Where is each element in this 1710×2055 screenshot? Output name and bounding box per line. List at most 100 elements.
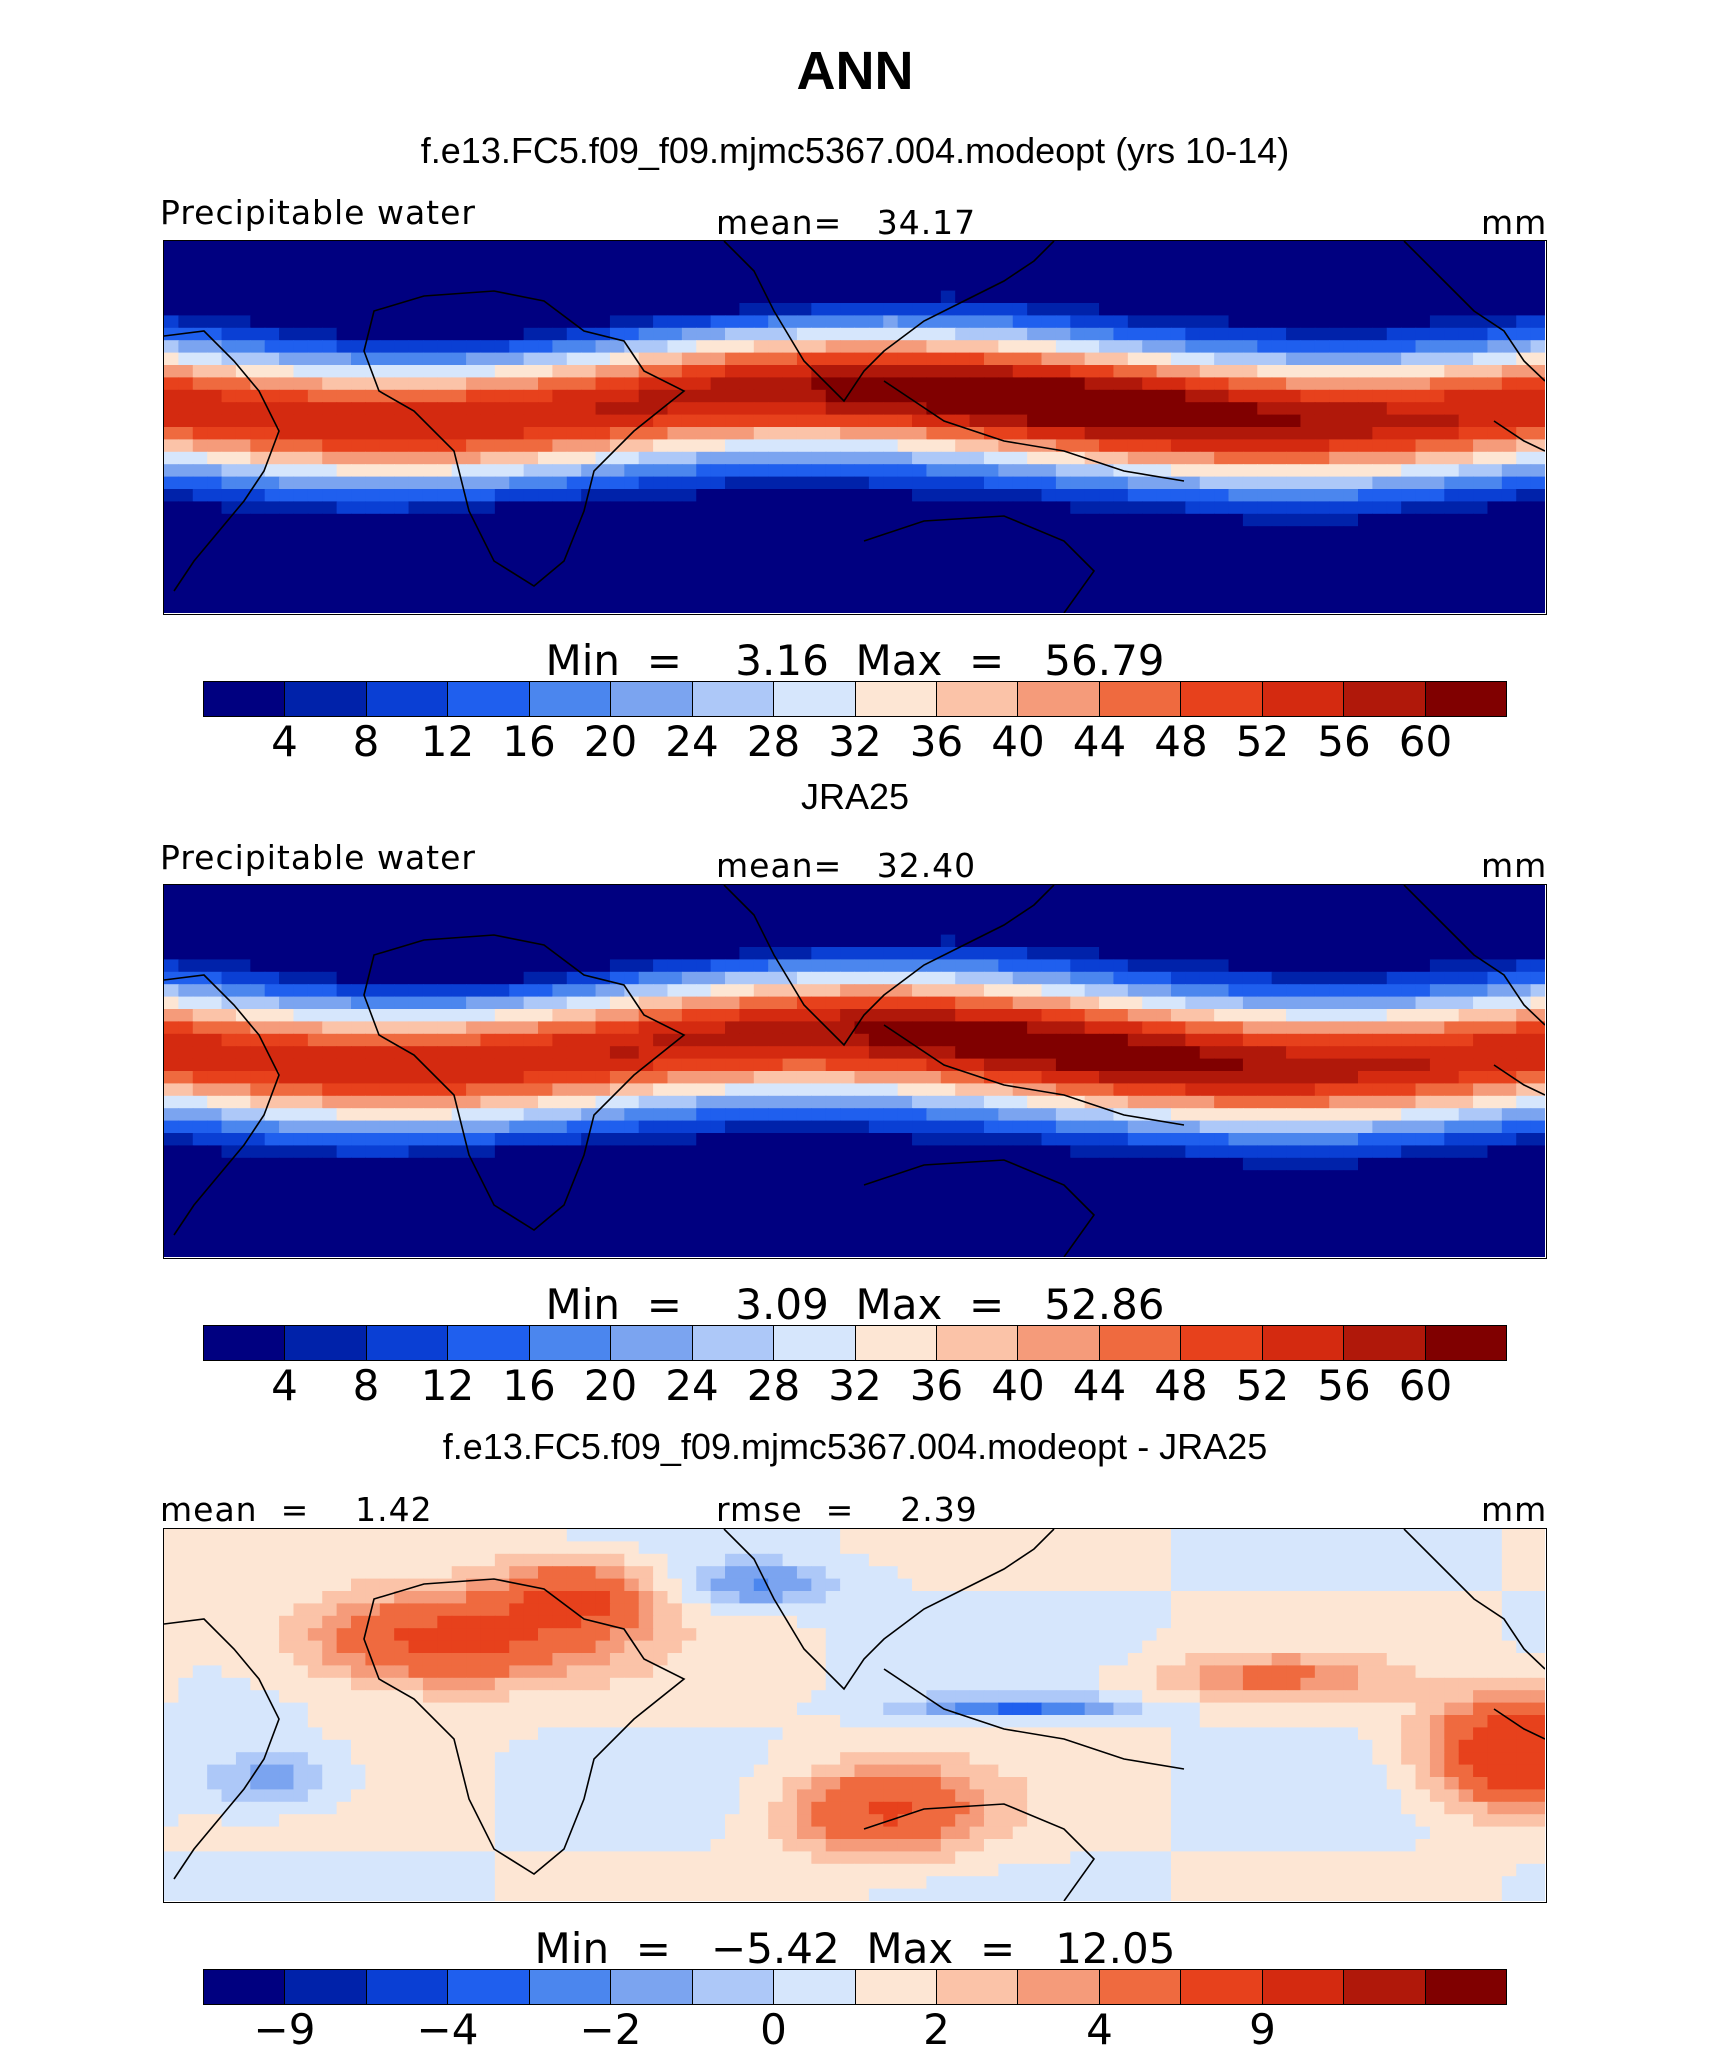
colorbar-tick-label: 12 [420, 717, 475, 766]
colorbar-swatch [1262, 682, 1345, 716]
colorbar-swatch [1344, 1326, 1426, 1360]
colorbar-swatch [855, 1970, 937, 2004]
colorbar-tick-label: 60 [1398, 1361, 1453, 1410]
colorbar-swatch [529, 1326, 612, 1360]
panel-3-minmax: Min = −5.42 Max = 12.05 [534, 1924, 1176, 1973]
colorbar-tick-label: −4 [416, 2005, 479, 2054]
colorbar-tick-label: 4 [271, 717, 298, 766]
panel-3-map [163, 1528, 1547, 1903]
colorbar-swatch [366, 1326, 449, 1360]
colorbar-tick-label: 16 [502, 717, 556, 766]
colorbar-swatch [1018, 1970, 1100, 2004]
colorbar-swatch [855, 682, 937, 716]
colorbar-swatch [204, 682, 286, 716]
panel-3-title: f.e13.FC5.f09_f09.mjmc5367.004.modeopt -… [442, 1426, 1268, 1467]
colorbar-tick-label: 28 [746, 1361, 801, 1410]
colorbar-tick-label: 4 [271, 1361, 298, 1410]
colorbar-tick-label: 48 [1154, 717, 1208, 766]
colorbar-swatch [285, 682, 367, 716]
panel-2-units-label: mm [1481, 846, 1548, 885]
panel-1-minmax: Min = 3.16 Max = 56.79 [545, 636, 1165, 685]
colorbar-tick-label: 9 [1249, 2005, 1276, 2054]
colorbar-swatch [1018, 1326, 1100, 1360]
panel-1-colorbar-ticks: 4 8 12 16 20 24 28 32 36 40 44 48 52 56 60 [203, 717, 1507, 767]
panel-1-units-label: mm [1481, 203, 1548, 242]
colorbar-swatch [1181, 1326, 1263, 1360]
colorbar-tick-label: 24 [665, 717, 719, 766]
colorbar-swatch [204, 1970, 286, 2004]
main-title: ANN [796, 41, 914, 101]
colorbar-tick-label: 52 [1235, 1361, 1290, 1410]
colorbar-swatch [1099, 1970, 1182, 2004]
panel-2-colorbar [203, 1325, 1507, 1361]
colorbar-tick-label: 20 [583, 1361, 638, 1410]
colorbar-swatch [204, 1326, 286, 1360]
colorbar-swatch [1425, 1970, 1506, 2004]
colorbar-swatch [611, 1970, 693, 2004]
panel-3-colorbar [203, 1969, 1507, 2005]
colorbar-swatch [774, 1970, 856, 2004]
panel-3-colorbar-ticks: −9 −4 −2 0 2 4 9 [203, 2005, 1507, 2055]
colorbar-tick-label: 44 [1072, 717, 1127, 766]
colorbar-tick-label: 32 [828, 1361, 882, 1410]
panel-2-title: JRA25 [800, 776, 910, 817]
colorbar-swatch [366, 682, 449, 716]
colorbar-swatch [285, 1326, 367, 1360]
panel-1-title: f.e13.FC5.f09_f09.mjmc5367.004.modeopt (… [420, 130, 1290, 171]
panel-2-map [163, 884, 1547, 1259]
colorbar-swatch [448, 1326, 530, 1360]
colorbar-swatch [1099, 1326, 1182, 1360]
panel-1-colorbar [203, 681, 1507, 717]
colorbar-swatch [1181, 682, 1263, 716]
colorbar-swatch [366, 1970, 449, 2004]
panel-2-colorbar-ticks: 4 8 12 16 20 24 28 32 36 40 44 48 52 56 60 [203, 1361, 1507, 1411]
colorbar-swatch [936, 1326, 1019, 1360]
colorbar-swatch [1344, 682, 1426, 716]
panel-2-mean-label: mean= 32.40 [716, 846, 977, 885]
colorbar-tick-label: −2 [579, 2005, 642, 2054]
colorbar-tick-label: 48 [1154, 1361, 1208, 1410]
panel-2-minmax: Min = 3.09 Max = 52.86 [545, 1280, 1165, 1329]
colorbar-tick-label: 40 [991, 717, 1045, 766]
panel-3-mean-label: mean = 1.42 [160, 1490, 433, 1529]
colorbar-tick-label: 36 [909, 717, 964, 766]
colorbar-tick-label: 32 [828, 717, 882, 766]
colorbar-swatch [611, 682, 693, 716]
colorbar-tick-label: 60 [1398, 717, 1453, 766]
panel-3-rmse-label: rmse = 2.39 [716, 1490, 978, 1529]
colorbar-swatch [692, 1970, 775, 2004]
colorbar-swatch [1344, 1970, 1426, 2004]
colorbar-swatch [285, 1970, 367, 2004]
colorbar-swatch [936, 682, 1019, 716]
colorbar-swatch [1262, 1970, 1345, 2004]
colorbar-swatch [1018, 682, 1100, 716]
colorbar-tick-label: 12 [420, 1361, 475, 1410]
colorbar-swatch [692, 682, 775, 716]
colorbar-swatch [1262, 1326, 1345, 1360]
colorbar-swatch [855, 1326, 937, 1360]
colorbar-tick-label: 28 [746, 717, 801, 766]
colorbar-tick-label: 16 [502, 1361, 556, 1410]
colorbar-swatch [1181, 1970, 1263, 2004]
colorbar-tick-label: 52 [1235, 717, 1290, 766]
colorbar-tick-label: 44 [1072, 1361, 1127, 1410]
colorbar-tick-label: 0 [760, 2005, 787, 2054]
colorbar-tick-label: 8 [352, 1361, 380, 1410]
panel-3-units-label: mm [1481, 1490, 1548, 1529]
colorbar-tick-label: 4 [1086, 2005, 1113, 2054]
colorbar-tick-label: 20 [583, 717, 638, 766]
colorbar-swatch [611, 1326, 693, 1360]
panel-1-variable-label: Precipitable water [160, 193, 476, 232]
colorbar-tick-label: −9 [253, 2005, 316, 2054]
colorbar-tick-label: 36 [909, 1361, 964, 1410]
colorbar-swatch [1099, 682, 1182, 716]
colorbar-swatch [692, 1326, 775, 1360]
colorbar-swatch [936, 1970, 1019, 2004]
panel-1-map [163, 240, 1547, 615]
panel-1-mean-label: mean= 34.17 [716, 203, 977, 242]
colorbar-swatch [529, 682, 612, 716]
colorbar-tick-label: 56 [1317, 1361, 1371, 1410]
colorbar-swatch [1425, 682, 1506, 716]
colorbar-swatch [774, 682, 856, 716]
colorbar-swatch [529, 1970, 612, 2004]
